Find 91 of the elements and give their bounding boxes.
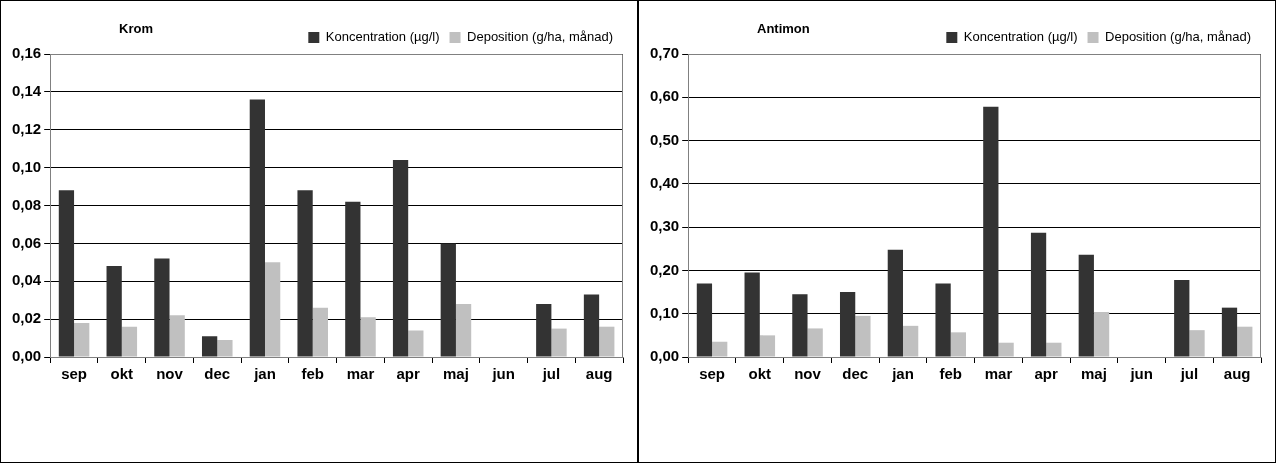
bar (983, 106, 999, 357)
bar (807, 328, 823, 357)
bar (265, 262, 281, 357)
y-tick-label: 0,06 (11, 233, 42, 251)
x-tick-label: maj (443, 365, 469, 383)
x-tick-label: feb (939, 365, 962, 383)
bar (455, 303, 472, 357)
bar (712, 341, 728, 357)
x-tick-label: mar (984, 365, 1013, 383)
y-tick-label: 0,14 (11, 82, 42, 100)
y-tick-label: 0,02 (11, 309, 42, 327)
y-tick-label: 0,16 (11, 44, 42, 62)
x-tick-label: aug (585, 365, 613, 383)
bar (855, 315, 871, 357)
x-tick-label: sep (699, 365, 725, 383)
bar (839, 292, 856, 357)
bar (249, 99, 265, 357)
x-tick-label: jul (1179, 365, 1199, 383)
bar (201, 336, 218, 357)
y-tick-label: 0,00 (11, 347, 42, 365)
x-tick-label: mar (346, 365, 375, 383)
chart-title: Antimon (757, 21, 810, 36)
bar (408, 330, 424, 357)
x-tick-label: jul (541, 365, 561, 383)
legend-label: Deposition (g/ha, månad) (467, 29, 614, 45)
x-tick-label: nov (794, 365, 822, 383)
bar (1093, 311, 1110, 357)
bar (1174, 279, 1190, 357)
y-tick-label: 0,20 (649, 260, 680, 278)
x-tick-label: jan (253, 365, 276, 383)
bar (440, 243, 456, 357)
bar (297, 190, 313, 357)
x-tick-label: feb (301, 365, 324, 383)
x-tick-label: jun (1129, 365, 1153, 383)
bar (1046, 342, 1062, 357)
x-tick-label: jan (891, 365, 914, 383)
bar (312, 307, 329, 357)
bar (58, 190, 75, 357)
bar (1030, 232, 1047, 357)
bar (1078, 254, 1094, 357)
y-tick-label: 0,12 (11, 119, 42, 137)
y-tick-label: 0,30 (649, 217, 680, 235)
bar (792, 294, 808, 357)
bar (106, 266, 122, 357)
x-tick-label: aug (1223, 365, 1251, 383)
bar (74, 322, 90, 357)
bar (169, 315, 185, 357)
chart-title: Krom (119, 21, 153, 36)
bar (345, 201, 361, 357)
x-tick-label: dec (842, 365, 869, 383)
bar (551, 328, 567, 357)
x-tick-label: jun (491, 365, 515, 383)
bar (903, 325, 919, 357)
bar (536, 303, 552, 357)
legend-label: Koncentration (µg/l) (325, 29, 440, 45)
bar (392, 160, 409, 357)
bar (583, 294, 600, 357)
bar (759, 335, 776, 357)
y-tick-label: 0,04 (11, 271, 42, 289)
bar (1237, 326, 1253, 357)
bar (1221, 307, 1238, 357)
y-tick-label: 0,08 (11, 195, 42, 213)
x-tick-label: dec (204, 365, 231, 383)
legend-label: Deposition (g/ha, månad) (1105, 29, 1252, 45)
bar (121, 326, 138, 357)
y-tick-label: 0,10 (649, 303, 680, 321)
x-tick-label: sep (61, 365, 87, 383)
x-tick-label: okt (748, 365, 772, 383)
bar (998, 342, 1014, 357)
legend-label: Koncentration (µg/l) (963, 29, 1078, 45)
bar (154, 258, 170, 357)
x-tick-label: nov (156, 365, 184, 383)
bar (950, 332, 967, 357)
y-tick-label: 0,00 (649, 347, 680, 365)
y-tick-label: 0,40 (649, 174, 680, 191)
bar (935, 283, 951, 357)
bar (887, 249, 903, 357)
bar (1189, 330, 1205, 357)
y-tick-label: 0,50 (649, 130, 680, 148)
y-tick-label: 0,70 (649, 44, 680, 62)
x-tick-label: maj (1081, 365, 1107, 383)
y-tick-label: 0,10 (11, 157, 42, 175)
bar (360, 317, 376, 357)
x-tick-label: apr (1034, 365, 1059, 383)
y-tick-label: 0,60 (649, 87, 680, 105)
bar (744, 272, 760, 357)
x-tick-label: apr (396, 365, 421, 383)
bar (696, 283, 713, 357)
bar (217, 339, 233, 357)
x-tick-label: okt (110, 365, 134, 383)
bar (599, 326, 615, 357)
